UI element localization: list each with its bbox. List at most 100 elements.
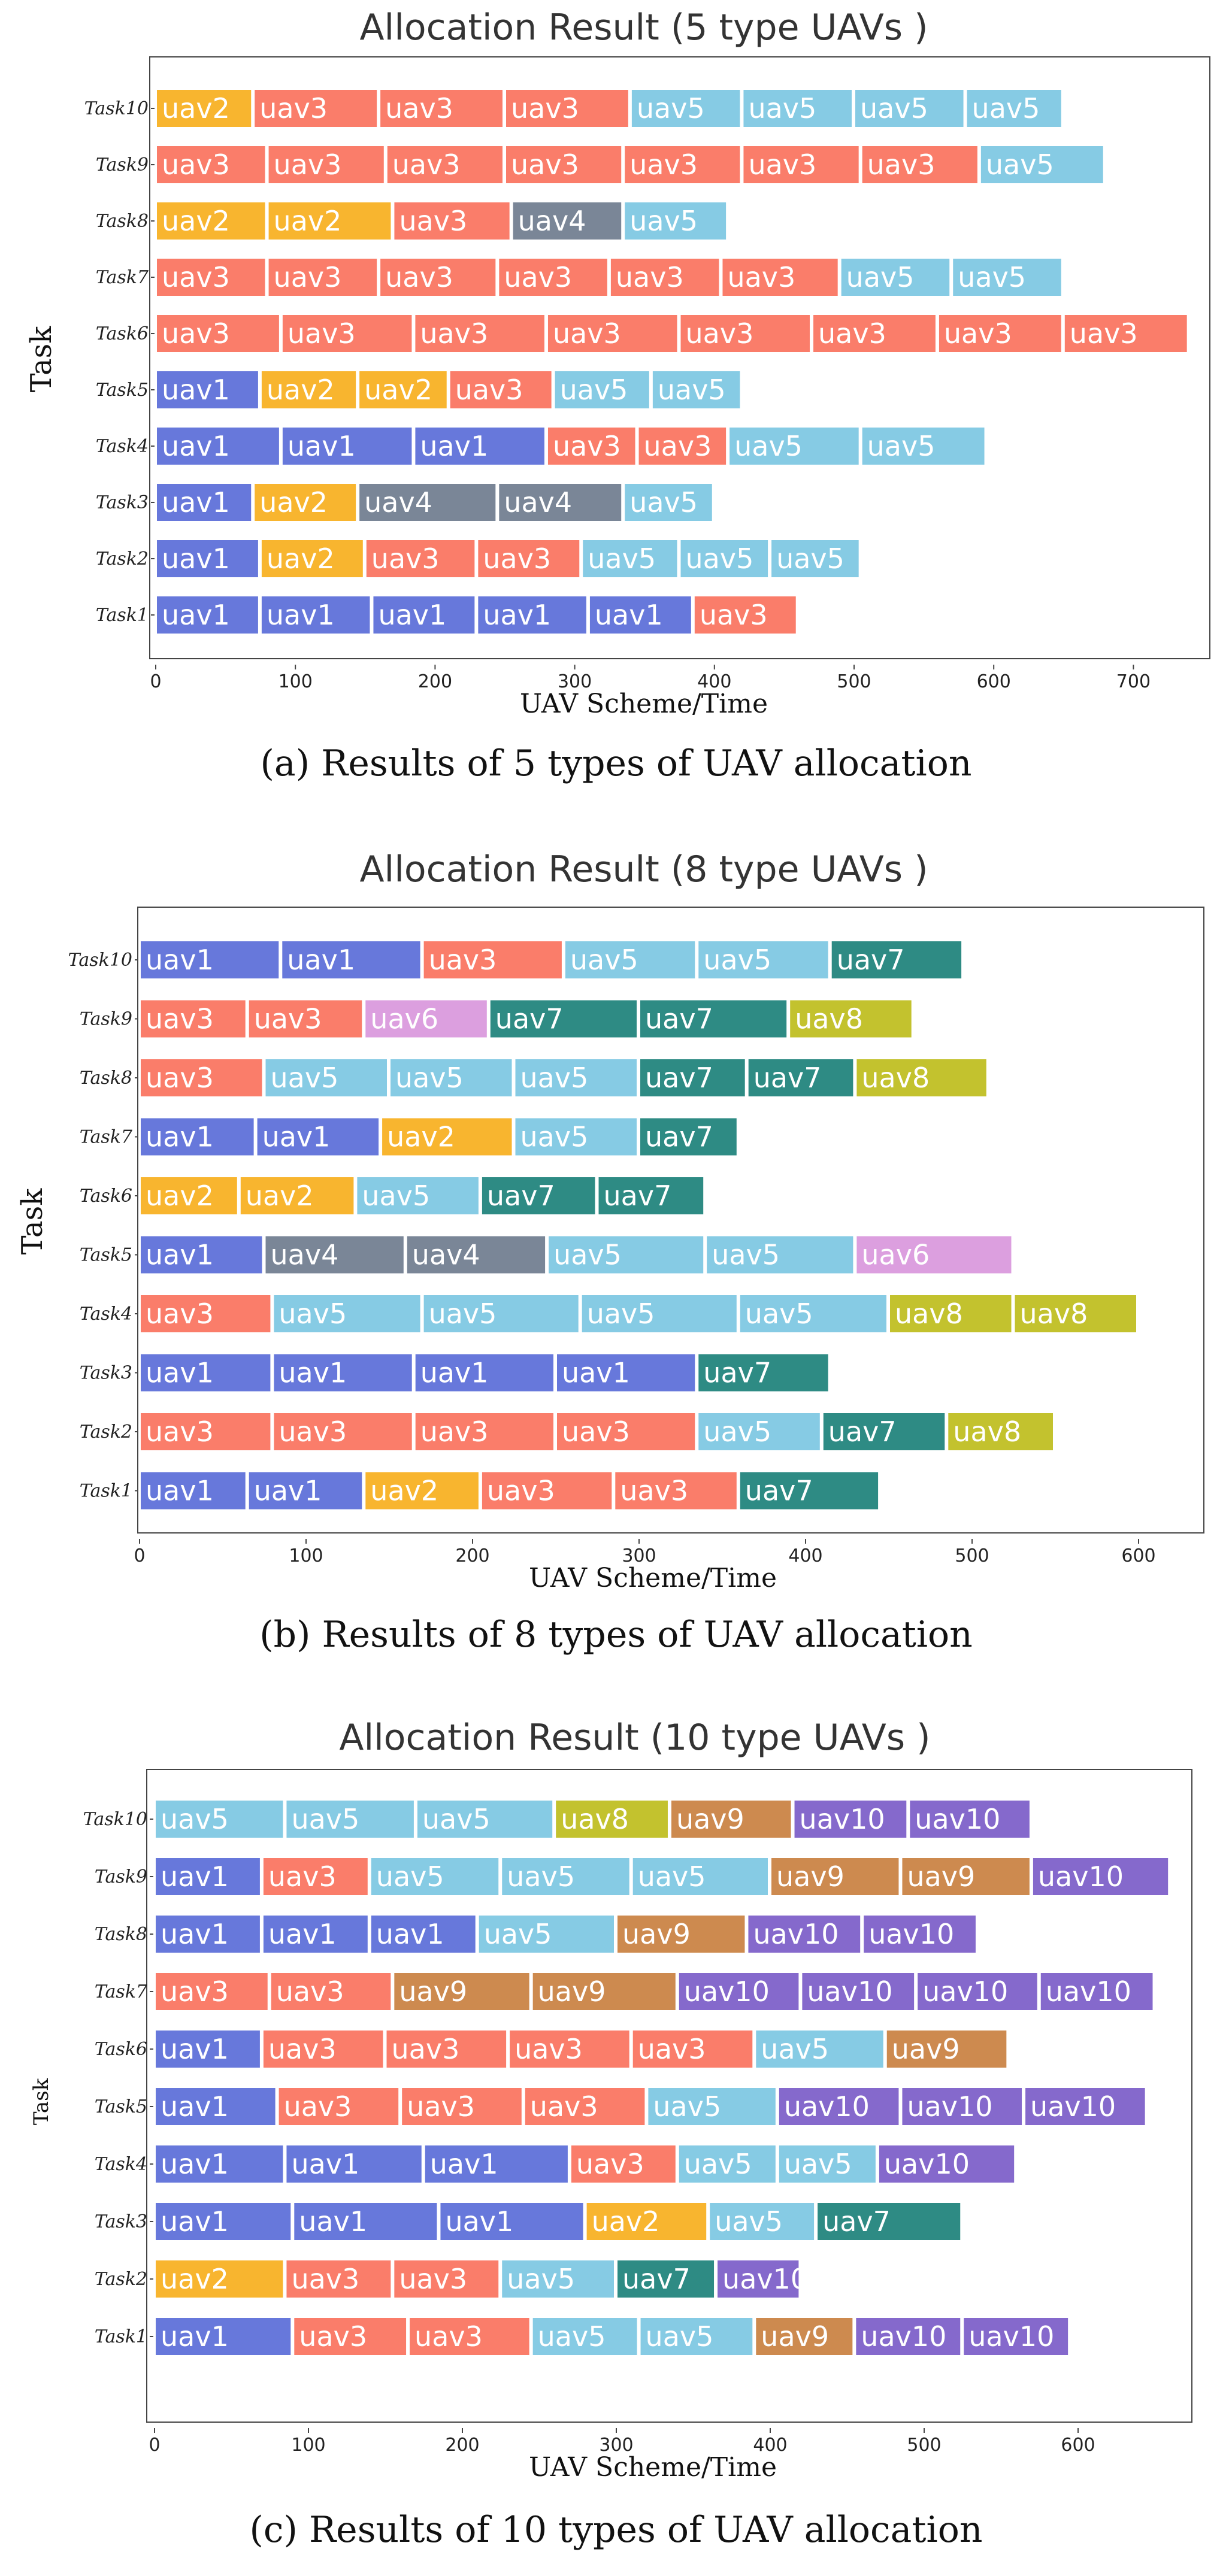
bar-label: uav1 bbox=[562, 1357, 630, 1389]
bar-segment-uav3 bbox=[294, 2318, 407, 2355]
bar-label: uav1 bbox=[430, 2148, 498, 2180]
x-axis-label: UAV Scheme/Time bbox=[529, 2452, 777, 2483]
bar-label: uav1 bbox=[291, 2148, 359, 2180]
bar-label: uav5 bbox=[395, 1062, 464, 1094]
bar-label: uav5 bbox=[703, 1416, 771, 1448]
bar-label: uav7 bbox=[645, 1062, 713, 1094]
bar-segment-uav3 bbox=[255, 90, 377, 127]
bar-label: uav5 bbox=[637, 92, 705, 125]
x-tick-label: 100 bbox=[279, 671, 313, 692]
y-axis-label: Task bbox=[29, 2078, 53, 2125]
y-tick-label: Task3 bbox=[96, 492, 149, 513]
y-tick-label: Task6 bbox=[95, 2039, 147, 2060]
chart-panel-c: Allocation Result (10 type UAVs ) uav5 ua… bbox=[0, 1713, 1232, 2576]
bar-label: uav5 bbox=[846, 261, 915, 293]
bar-label: uav10 bbox=[1030, 2090, 1116, 2123]
bar-segment-uav3 bbox=[499, 259, 607, 296]
bar-label: uav1 bbox=[267, 599, 335, 631]
bar-label: uav3 bbox=[254, 1003, 322, 1035]
bar-label: uav1 bbox=[483, 599, 551, 631]
bar-label: uav10 bbox=[807, 1975, 892, 2008]
bar-segment-uav5 bbox=[680, 540, 768, 577]
bar-segment-uav5 bbox=[743, 90, 852, 127]
bar-label: uav5 bbox=[686, 543, 754, 575]
bar-label: uav3 bbox=[279, 1416, 347, 1448]
bar-label: uav1 bbox=[420, 430, 488, 462]
bar-label: uav5 bbox=[867, 430, 936, 462]
bar-label: uav5 bbox=[986, 149, 1054, 181]
bar-segment-uav10 bbox=[794, 1801, 907, 1838]
bar-segment-uav1 bbox=[371, 1916, 476, 1953]
y-tick-label: Task3 bbox=[95, 2211, 147, 2232]
bar-segment-uav5 bbox=[707, 1236, 853, 1274]
bar-label: uav9 bbox=[622, 1918, 691, 1950]
y-tick-label: Task9 bbox=[96, 154, 149, 175]
bar-label: uav4 bbox=[364, 486, 432, 519]
bar-label: uav2 bbox=[162, 92, 230, 125]
bar-segment-uav3 bbox=[415, 1413, 553, 1450]
bar-segment-uav5 bbox=[652, 371, 740, 408]
bar-segment-uav9 bbox=[886, 2031, 1007, 2068]
bar-segment-uav3 bbox=[625, 146, 740, 183]
bar-segment-uav3 bbox=[394, 2260, 499, 2298]
bar-segment-uav4 bbox=[513, 202, 622, 240]
bar-segment-uav9 bbox=[617, 1916, 745, 1953]
bar-segment-uav10 bbox=[902, 2088, 1022, 2125]
bar-label: uav1 bbox=[162, 374, 230, 406]
y-tick-label: Task7 bbox=[80, 1127, 133, 1148]
bar-label: uav7 bbox=[822, 2205, 891, 2238]
bar-segment-uav10 bbox=[856, 2318, 961, 2355]
bar-segment-uav1 bbox=[141, 1354, 271, 1392]
bar-label: uav5 bbox=[734, 430, 803, 462]
y-tick-labels: Task10 Task9 Task8 Task7 Task6 Task5 Task4 Task… bbox=[84, 98, 155, 626]
y-tick-label: Task4 bbox=[95, 2154, 147, 2175]
bar-segment-uav5 bbox=[862, 428, 985, 465]
bar-label: uav5 bbox=[638, 1860, 706, 1893]
y-tick-labels: Task10 Task9 Task8 Task7 Task6 Task5 Task4 Task… bbox=[83, 1809, 153, 2347]
y-tick-label: Task8 bbox=[96, 211, 149, 232]
bar-segment-uav1 bbox=[557, 1354, 695, 1392]
bar-label: uav1 bbox=[161, 2090, 229, 2123]
bar-segment-uav5 bbox=[423, 1295, 579, 1332]
bar-segment-uav3 bbox=[813, 315, 936, 352]
x-tick-label: 300 bbox=[599, 2435, 633, 2456]
bar-label: uav3 bbox=[638, 2033, 706, 2065]
bar-segment-uav1 bbox=[282, 428, 412, 465]
bar-label: uav9 bbox=[676, 1803, 744, 1835]
bar-label: uav9 bbox=[538, 1975, 606, 2008]
bar-label: uav3 bbox=[487, 1475, 555, 1507]
bar-segment-uav2 bbox=[586, 2203, 707, 2240]
bar-segment-uav8 bbox=[948, 1413, 1053, 1450]
bar-label: uav3 bbox=[414, 2320, 483, 2353]
bar-label: uav5 bbox=[429, 1298, 497, 1330]
bar-label: uav3 bbox=[284, 2090, 352, 2123]
bar-label: uav3 bbox=[727, 261, 795, 293]
bar-segment-uav2 bbox=[359, 371, 447, 408]
bar-segment-uav3 bbox=[694, 596, 796, 634]
bar-segment-uav2 bbox=[365, 1472, 479, 1510]
x-axis-label: UAV Scheme/Time bbox=[529, 1563, 777, 1593]
bar-segment-uav3 bbox=[423, 941, 562, 978]
bar-segment-uav7 bbox=[640, 1000, 787, 1038]
y-tick-label: Task4 bbox=[96, 436, 149, 457]
bar-label: uav8 bbox=[561, 1803, 629, 1835]
bar-label: uav5 bbox=[507, 1860, 575, 1893]
bar-segment-uav4 bbox=[407, 1236, 546, 1274]
bar-segment-uav5 bbox=[583, 540, 677, 577]
bar-segment-uav5 bbox=[357, 1177, 479, 1214]
x-tick-label: 200 bbox=[455, 1545, 489, 1566]
bar-label: uav8 bbox=[1020, 1298, 1088, 1330]
bar-segment-uav1 bbox=[589, 596, 691, 634]
bar-label: uav3 bbox=[420, 1416, 489, 1448]
bar-label: uav1 bbox=[146, 944, 214, 976]
bar-segment-uav10 bbox=[879, 2145, 1015, 2183]
bar-label: uav5 bbox=[538, 2320, 606, 2353]
bar-label: uav5 bbox=[972, 92, 1040, 125]
bar-segment-uav3 bbox=[274, 1413, 412, 1450]
bar-label: uav7 bbox=[622, 2263, 691, 2295]
x-tick-label: 500 bbox=[907, 2435, 941, 2456]
bar-label: uav3 bbox=[420, 317, 488, 350]
bar-label: uav3 bbox=[162, 317, 230, 350]
bar-segment-uav3 bbox=[157, 259, 265, 296]
x-tick-label: 600 bbox=[1061, 2435, 1095, 2456]
